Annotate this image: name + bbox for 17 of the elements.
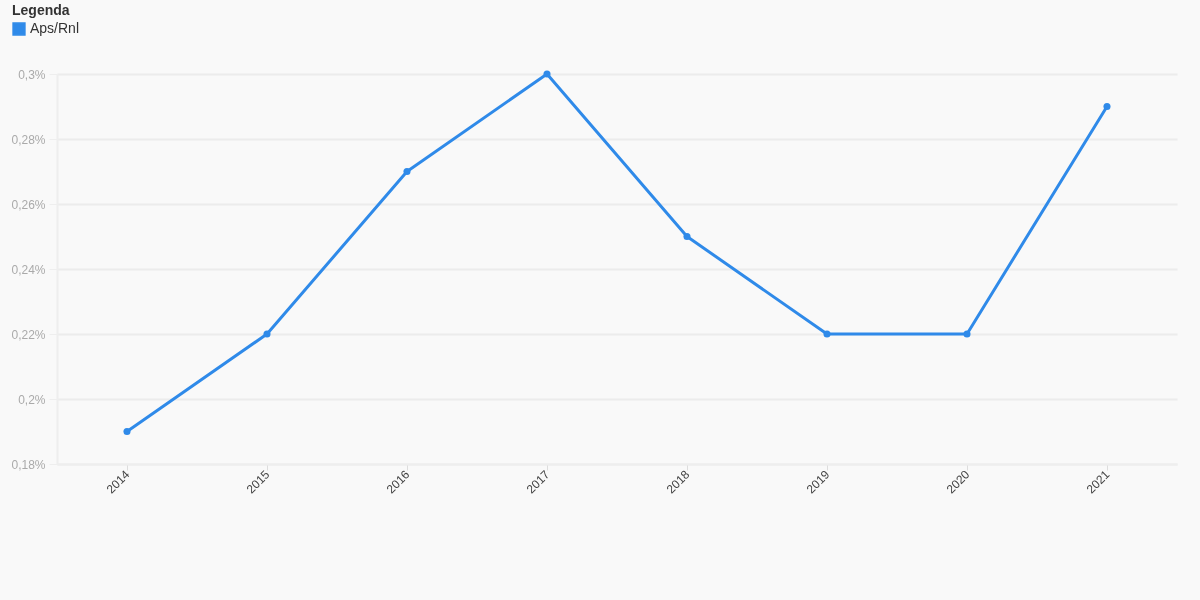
point <box>123 427 131 436</box>
y-tick-label: 0,22% <box>11 327 46 342</box>
y-tick-label: 0,24% <box>11 262 46 277</box>
point <box>683 232 691 241</box>
y-tick-label: 0,26% <box>11 197 46 212</box>
y-tick-label: 0,28% <box>11 132 46 147</box>
y-tick-label: 0,18% <box>11 457 46 472</box>
point <box>263 330 271 338</box>
legend-label: Aps/Rnl <box>30 20 80 36</box>
y-tick-label: 0,3% <box>18 67 46 82</box>
legend-title: Legenda <box>12 2 70 18</box>
point <box>823 330 831 338</box>
point <box>1103 102 1111 111</box>
y-tick-label: 0,2% <box>18 392 46 407</box>
point <box>543 70 551 78</box>
point <box>403 167 411 176</box>
point <box>963 330 971 338</box>
